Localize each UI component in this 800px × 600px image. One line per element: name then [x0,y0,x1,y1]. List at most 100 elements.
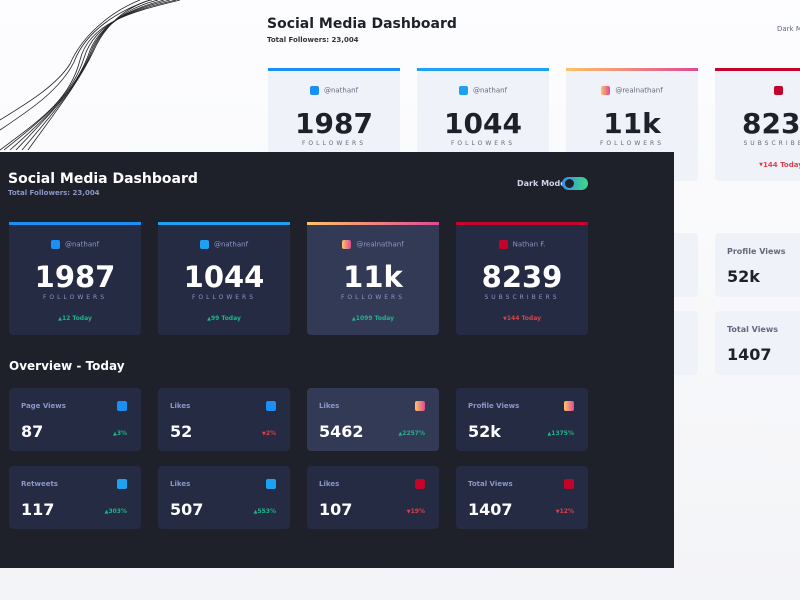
overview-value: 107 [319,500,353,519]
overview-card: Profile Views 52k [715,233,800,297]
handle-text: @realnathanf [615,86,663,95]
overview-value: 507 [170,500,204,519]
overview-change: 19% [407,508,425,515]
overview-change: 2% [262,430,276,437]
overview-value: 1407 [727,345,772,364]
youtube-icon [774,86,783,95]
overview-change: 2257% [398,430,425,437]
follower-label: FOLLOWERS [42,294,108,301]
dark-dashboard: Social Media Dashboard Total Followers: 2… [0,152,674,568]
overview-change: 1375% [547,430,574,437]
today-change: 144 Today [456,315,588,322]
wave-decoration [0,0,181,151]
overview-value: 117 [21,500,55,519]
handle-text: @nathanf [64,240,100,249]
overview-card: Total Views 1407 [715,311,800,375]
title: Social Media Dashboard [8,171,198,187]
handle: @nathanf [417,86,549,95]
twitter-icon [266,479,276,489]
follower-label: SUBSCRIBERS [484,294,560,301]
subtitle: Total Followers: 23,004 [267,36,359,44]
follower-count: 8239 [742,107,800,140]
toggle-knob [565,179,574,188]
follower-count: 1987 [295,107,373,140]
today-change: 1099 Today [307,315,439,322]
overview-value: 5462 [319,422,364,441]
facebook-icon [309,86,319,95]
follower-count: 1987 [34,260,116,294]
title: Social Media Dashboard [267,16,457,32]
overview-change: 553% [254,508,276,515]
handle-text: @nathanf [213,240,249,249]
twitter-icon [458,86,468,95]
overview-title: Overview - Today [9,359,125,373]
twitter-icon [117,479,127,489]
overview-label: Likes [170,480,191,488]
handle: @realnathanf [307,240,439,249]
handle-text: @realnathanf [356,240,404,249]
handle: @realnathanf [566,86,698,95]
handle-text: @nathanf [323,86,359,95]
instagram-icon [342,240,352,249]
instagram-icon [601,86,611,95]
overview-value: 52k [727,267,760,286]
overview-card: Profile Views 52k 1375% [456,388,588,451]
handle-text: Nathan F. [512,240,546,249]
follower-count: 11k [603,107,661,140]
mode-label: Dark Mode [517,179,566,188]
overview-label: Total Views [468,480,513,488]
handle: Nathan F. [456,240,588,249]
instagram-icon [564,401,574,411]
overview-card: Likes 52 2% [158,388,290,451]
today-change: 144 Today [715,161,800,169]
today-change: 99 Today [158,315,290,322]
handle: @nathanf [268,86,400,95]
overview-value: 52k [468,422,501,441]
overview-label: Likes [319,480,340,488]
overview-card: Total Views 1407 12% [456,466,588,529]
overview-value: 87 [21,422,44,441]
handle [715,86,800,95]
follower-label: FOLLOWERS [450,140,516,147]
twitter-icon [199,240,209,249]
overview-change: 12% [556,508,574,515]
overview-label: Page Views [21,402,66,410]
overview-label: Profile Views [468,402,520,410]
subtitle: Total Followers: 23,004 [8,189,100,197]
facebook-icon [266,401,276,411]
overview-change: 3% [113,430,127,437]
facebook-icon [117,401,127,411]
follower-label: FOLLOWERS [340,294,406,301]
handle: @nathanf [158,240,290,249]
follower-label: FOLLOWERS [301,140,367,147]
facebook-icon [50,240,60,249]
youtube-icon [498,240,508,249]
follower-count: 1044 [444,107,522,140]
overview-card: Retweets 117 303% [9,466,141,529]
overview-card: Page Views 87 3% [9,388,141,451]
follower-label: FOLLOWERS [191,294,257,301]
overview-label: Retweets [21,480,58,488]
youtube-icon [564,479,574,489]
overview-label: Total Views [727,325,779,334]
dark-mode-toggle[interactable] [562,177,588,190]
overview-label: Profile Views [727,247,786,256]
follower-label: FOLLOWERS [599,140,665,147]
follower-count: 8239 [481,260,563,294]
handle-text: @nathanf [472,86,508,95]
follower-count: 11k [343,260,403,294]
handle: @nathanf [9,240,141,249]
mode-label: Dark Mode [777,25,800,33]
overview-value: 52 [170,422,193,441]
follower-label: SUBSCRIBERS [743,140,800,147]
overview-label: Likes [170,402,191,410]
today-change: 12 Today [9,315,141,322]
overview-value: 1407 [468,500,513,519]
overview-change: 303% [105,508,127,515]
